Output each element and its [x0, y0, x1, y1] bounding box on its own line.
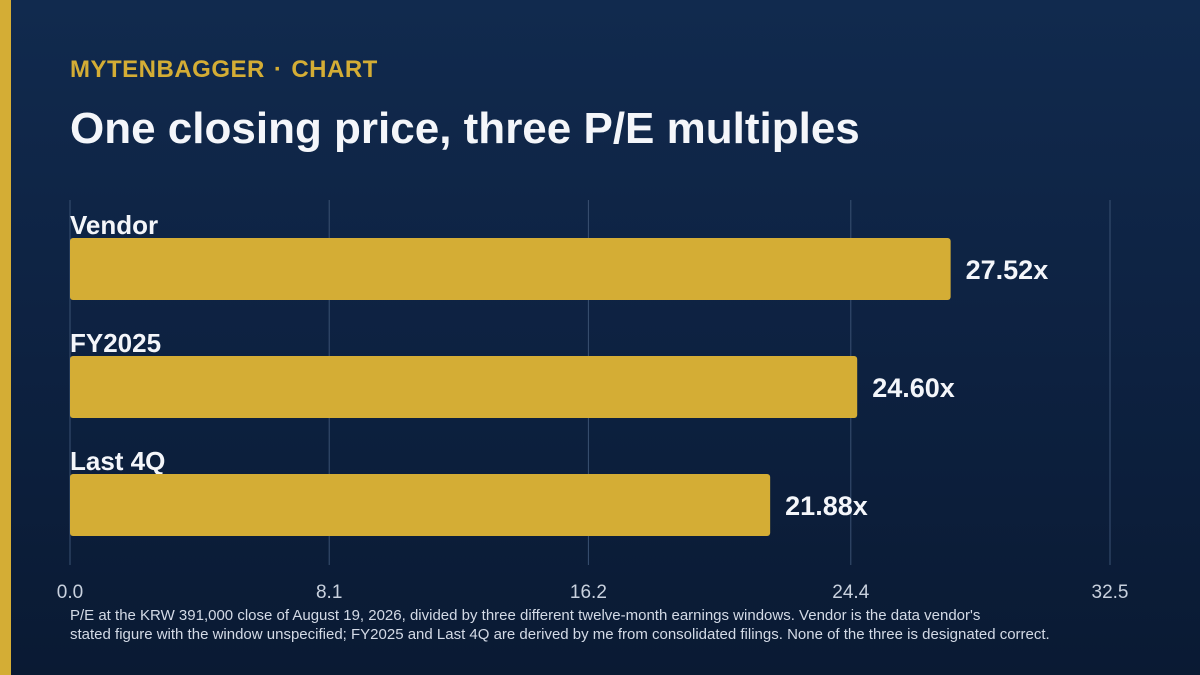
footnote-line-1: P/E at the KRW 391,000 close of August 1… — [70, 607, 981, 624]
bar — [70, 356, 858, 418]
x-tick-label: 32.5 — [1092, 582, 1129, 603]
bar — [70, 238, 951, 300]
x-tick-label: 8.1 — [316, 582, 342, 603]
category-label: FY2025 — [70, 328, 161, 358]
section-label: CHART — [291, 56, 378, 83]
accent-bar — [0, 0, 11, 675]
footnote-line-2: stated figure with the window unspecifie… — [70, 626, 1050, 643]
brand-separator: · — [273, 56, 283, 83]
bar — [70, 474, 771, 536]
x-tick-label: 16.2 — [570, 582, 607, 603]
x-tick-label: 0.0 — [57, 582, 83, 603]
category-label: Last 4Q — [70, 446, 165, 476]
category-label: Vendor — [70, 210, 158, 240]
value-label: 21.88x — [785, 491, 868, 521]
brand-line: MYTENBAGGER · CHART — [70, 56, 378, 84]
value-label: 27.52x — [966, 255, 1049, 285]
value-label: 24.60x — [872, 373, 955, 403]
x-tick-label: 24.4 — [832, 582, 869, 603]
brand-name: MYTENBAGGER — [70, 56, 265, 83]
footnote: P/E at the KRW 391,000 close of August 1… — [70, 606, 1110, 644]
chart-title: One closing price, three P/E multiples — [70, 104, 860, 153]
